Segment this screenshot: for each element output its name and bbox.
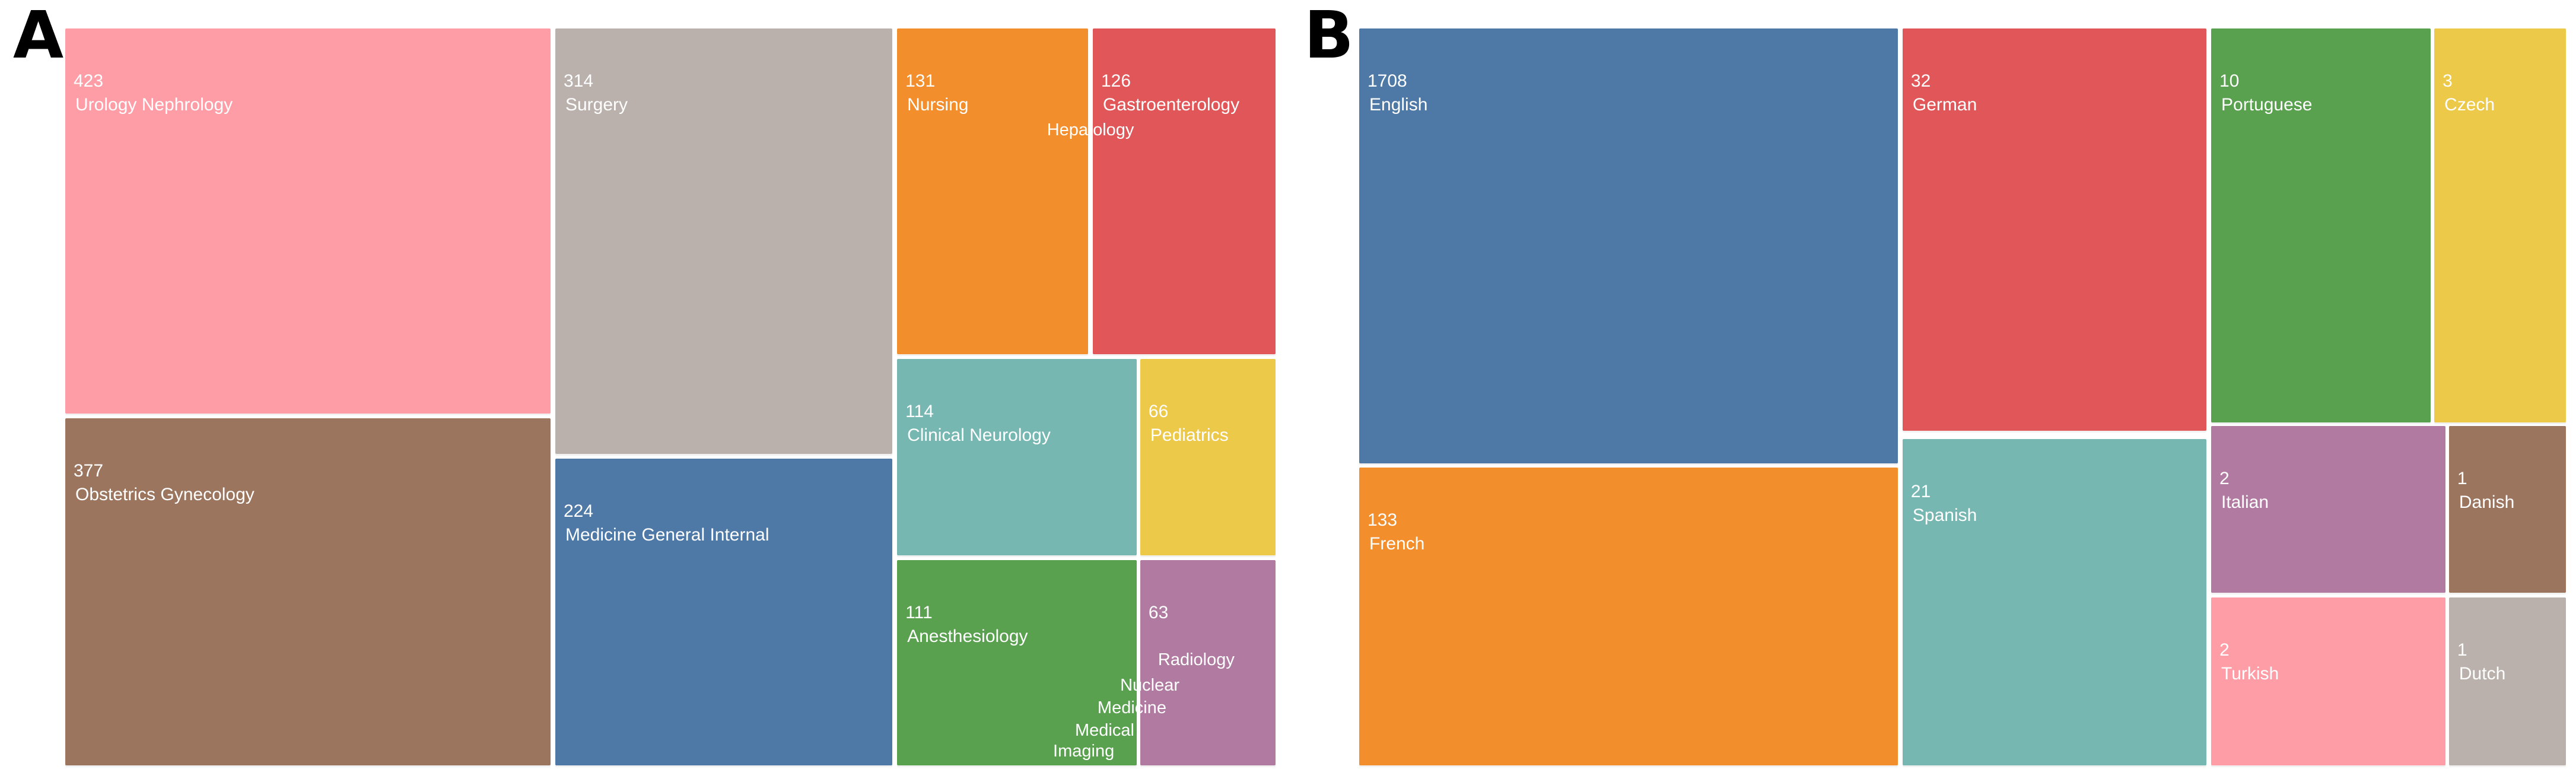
tile-label: Italian bbox=[2221, 492, 2269, 512]
treemap-tile-portuguese: 10 Portuguese bbox=[2211, 28, 2431, 422]
treemap-tile-clinical-neurology: 114 Clinical Neurology bbox=[897, 359, 1137, 556]
tile-label: Urology Nephrology bbox=[75, 95, 233, 115]
tile-label: Portuguese bbox=[2221, 95, 2313, 115]
treemap-tile-pediatrics: 66 Pediatrics bbox=[1140, 359, 1276, 556]
treemap-tile-turkish: 2 Turkish bbox=[2211, 597, 2445, 765]
tile-label: Pediatrics bbox=[1150, 425, 1229, 446]
tile-value: 3 bbox=[2443, 71, 2453, 91]
tile-value: 1 bbox=[2457, 640, 2467, 660]
tile-label: French bbox=[1369, 533, 1425, 554]
tile-label: Spanish bbox=[1912, 506, 1977, 526]
hepatology-overflow-label: Hepatology bbox=[1047, 120, 1134, 139]
treemap-tile-nursing: 131 Nursing bbox=[897, 28, 1088, 354]
tile-value: 10 bbox=[2219, 71, 2240, 91]
tile-value: 111 bbox=[905, 602, 933, 622]
radiology-label-line: Radiology bbox=[1157, 650, 1235, 669]
radiology-label-line: Medical bbox=[1074, 720, 1134, 740]
tile-value: 314 bbox=[563, 71, 594, 91]
tile-value: 2 bbox=[2219, 468, 2230, 488]
treemap-tile-danish: 1 Danish bbox=[2448, 425, 2566, 593]
panel-b-label: B bbox=[1304, 0, 1354, 73]
tile-value: 423 bbox=[74, 71, 104, 91]
treemap-tile-gastroenterology: 126 Gastroenterology bbox=[1092, 28, 1276, 354]
tile-value: 1 bbox=[2457, 468, 2467, 488]
tile-label: Clinical Neurology bbox=[907, 425, 1051, 446]
treemap-tile-french: 133 French bbox=[1359, 467, 1898, 765]
treemap-tile-obstetrics-gynecology: 377 Obstetrics Gynecology bbox=[65, 418, 551, 765]
tile-label: Czech bbox=[2444, 95, 2495, 115]
tile-value: 63 bbox=[1148, 602, 1169, 622]
treemap-tile-surgery: 314 Surgery bbox=[555, 28, 892, 454]
tile-label: Obstetrics Gynecology bbox=[75, 485, 255, 505]
tile-label: German bbox=[1912, 95, 1977, 115]
treemap-tile-urology-nephrology: 423 Urology Nephrology bbox=[65, 28, 551, 414]
treemap-tile-italian: 2 Italian bbox=[2211, 425, 2445, 593]
tile-label: Surgery bbox=[565, 95, 628, 115]
treemap-panel-a: 423 Urology Nephrology 377 Obstetrics Gy… bbox=[65, 28, 1276, 765]
panel-a-label: A bbox=[13, 0, 64, 73]
radiology-label-line: Medicine bbox=[1097, 698, 1166, 717]
treemap-tile-spanish: 21 Spanish bbox=[1902, 439, 2206, 765]
tile-label: Anesthesiology bbox=[907, 626, 1028, 646]
treemap-tile-radiology-nuclear-medicine-medical-imaging: 63 bbox=[1140, 560, 1276, 765]
tile-value: 114 bbox=[905, 402, 934, 422]
tile-value: 224 bbox=[563, 501, 594, 521]
treemap-tile-medicine-general-internal: 224 Medicine General Internal bbox=[555, 458, 892, 765]
treemap-tile-anesthesiology: 111 Anesthesiology bbox=[897, 560, 1137, 765]
tile-label: English bbox=[1369, 95, 1428, 115]
tile-label: Danish bbox=[2459, 492, 2515, 512]
tile-value: 32 bbox=[1910, 71, 1931, 91]
tile-label: Nursing bbox=[907, 95, 969, 115]
treemap-panel-b: 1708 English 133 French 32 German 21 Spa… bbox=[1359, 28, 2566, 765]
tile-value: 377 bbox=[74, 461, 104, 481]
tile-value: 131 bbox=[905, 71, 936, 91]
tile-value: 126 bbox=[1101, 71, 1131, 91]
treemap-tile-dutch: 1 Dutch bbox=[2448, 597, 2566, 765]
tile-value: 2 bbox=[2219, 640, 2230, 660]
tile-label: Dutch bbox=[2459, 663, 2506, 684]
tile-label: Gastroenterology bbox=[1102, 95, 1240, 115]
treemap-tile-german: 32 German bbox=[1902, 28, 2206, 431]
tile-value: 66 bbox=[1148, 402, 1169, 422]
radiology-label-line: Imaging bbox=[1053, 742, 1115, 761]
treemap-tile-czech: 3 Czech bbox=[2434, 28, 2566, 422]
tile-value: 133 bbox=[1367, 510, 1398, 530]
radiology-label-line: Nuclear bbox=[1120, 675, 1179, 695]
tile-label: Medicine General Internal bbox=[565, 524, 769, 545]
tile-value: 1708 bbox=[1367, 71, 1407, 91]
treemap-tile-english: 1708 English bbox=[1359, 28, 1898, 464]
tile-label: Turkish bbox=[2221, 663, 2279, 684]
tile-value: 21 bbox=[1910, 482, 1931, 502]
